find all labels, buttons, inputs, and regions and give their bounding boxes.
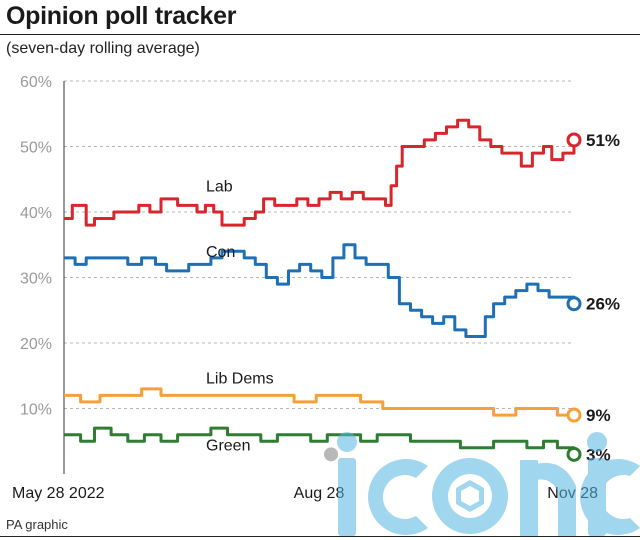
end-marker-green <box>566 446 582 462</box>
series-name-label: Green <box>206 438 250 455</box>
y-tick-label: 60% <box>20 74 52 91</box>
source-credit: PA graphic <box>6 517 68 532</box>
series-name-label: Lab <box>206 178 233 195</box>
series-line-lib-dems <box>64 387 574 417</box>
series-name-label: Lib Dems <box>206 370 274 387</box>
end-marker-con <box>566 296 582 312</box>
end-value-label: 9% <box>586 406 611 425</box>
iconic-watermark-logo <box>337 432 640 536</box>
series-line-lab <box>64 118 576 227</box>
series-line-green <box>64 426 576 455</box>
end-marker-lab <box>566 132 582 148</box>
top-rule <box>0 34 640 35</box>
series-layer <box>64 118 582 462</box>
series-name-label: Con <box>206 244 235 261</box>
y-tick-label: 50% <box>20 140 52 157</box>
x-tick-label: May 28 2022 <box>12 485 105 502</box>
y-tick-label: 40% <box>20 205 52 222</box>
end-value-label: 26% <box>586 295 620 314</box>
bottom-rule <box>0 536 640 537</box>
x-tick-label: Aug 28 <box>294 485 345 502</box>
y-tick-label: 10% <box>20 402 52 419</box>
end-marker-lib-dems <box>566 407 582 423</box>
grey-dot-marker <box>324 447 338 462</box>
chart-subtitle: (seven-day rolling average) <box>6 40 200 57</box>
y-tick-label: 20% <box>20 336 52 353</box>
series-line-con <box>64 243 576 338</box>
end-value-label: 51% <box>586 131 620 150</box>
grid-layer <box>64 80 574 409</box>
y-tick-label: 30% <box>20 271 52 288</box>
chart-title: Opinion poll tracker <box>6 2 237 30</box>
